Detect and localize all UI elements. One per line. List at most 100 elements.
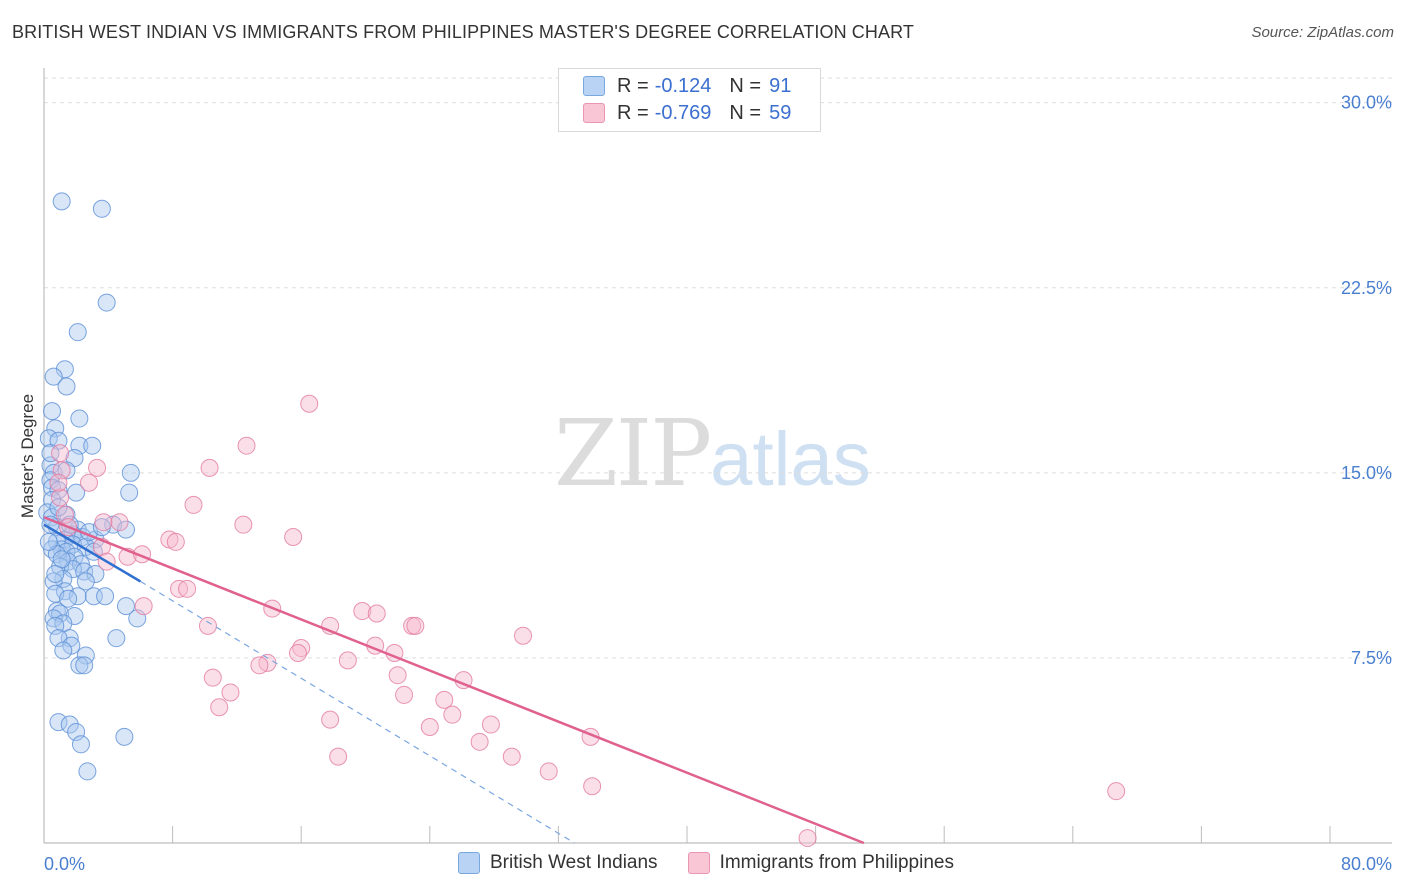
point-british-west-indians [67,483,86,502]
legend-swatch-blue [583,76,605,96]
point-immigrants-philippines [94,513,113,532]
point-immigrants-philippines [221,683,240,702]
x-tick-label: 0.0% [44,854,85,874]
point-british-west-indians [76,572,95,591]
point-immigrants-philippines [292,639,311,658]
grid-lines [44,77,1392,659]
y-axis-title: Master's Degree [18,394,37,518]
correlation-legend: R = -0.124 N = 91 R = -0.769 N = 59 [558,68,821,132]
point-british-west-indians [107,629,126,648]
point-immigrants-philippines [134,597,153,616]
point-immigrants-philippines [321,710,340,729]
legend-r-label: R = [617,74,649,97]
legend-row-british-west-indians: R = -0.124 N = 91 [583,73,791,99]
point-british-west-indians [59,589,78,608]
legend-n-value: 59 [769,101,792,124]
point-immigrants-philippines [798,829,817,848]
point-british-west-indians [121,463,140,482]
point-immigrants-philippines [353,602,372,621]
y-tick-label: 7.5% [1351,648,1392,668]
point-immigrants-philippines [514,626,533,645]
point-immigrants-philippines [443,705,462,724]
point-british-west-indians [39,532,58,551]
x-tick-label: 80.0% [1341,854,1392,874]
trend-lines [43,516,865,845]
point-british-west-indians [52,192,71,211]
point-immigrants-philippines [51,444,70,463]
point-british-west-indians [70,409,89,428]
point-immigrants-philippines [406,616,425,635]
point-immigrants-philippines [1107,782,1126,801]
point-british-west-indians [120,483,139,502]
y-tick-label: 30.0% [1341,93,1392,113]
legend-row-immigrants-philippines: R = -0.769 N = 59 [583,100,791,126]
point-immigrants-philippines [198,616,217,635]
point-immigrants-philippines [395,685,414,704]
point-immigrants-philippines [237,436,256,455]
point-immigrants-philippines [300,394,319,413]
legend-n-label: N = [729,74,762,97]
legend-r-value: -0.769 [654,101,712,124]
point-immigrants-philippines [481,715,500,734]
point-british-west-indians [70,656,89,675]
point-immigrants-philippines [178,579,197,598]
point-immigrants-philippines [539,762,558,781]
series-legend: British West Indians Immigrants from Phi… [458,852,984,874]
axis-labels: 7.5% 15.0% 22.5% 30.0% 0.0% 80.0% Master's Deg… [18,93,1392,874]
watermark-atlas: atlas [710,417,871,502]
point-british-west-indians [41,444,60,463]
point-immigrants-philippines [502,747,521,766]
point-british-west-indians [78,762,97,781]
point-immigrants-philippines [166,532,185,551]
point-immigrants-philippines [49,473,68,492]
point-british-west-indians [60,715,79,734]
y-tick-label: 22.5% [1341,278,1392,298]
legend-n-label: N = [729,101,762,124]
trend-line-blue-dashed [140,580,575,844]
point-immigrants-philippines [200,458,219,477]
legend-swatch-pink [583,103,605,123]
data-points [38,192,1126,848]
point-immigrants-philippines [329,747,348,766]
trend-line-blue [43,523,142,583]
watermark-zip: ZIP [554,400,712,507]
point-british-west-indians [49,713,68,732]
point-immigrants-philippines [88,458,107,477]
point-immigrants-philippines [80,473,99,492]
point-british-west-indians [43,402,62,421]
point-immigrants-philippines [583,777,602,796]
y-tick-label: 15.0% [1341,463,1392,483]
point-british-west-indians [71,735,90,754]
point-british-west-indians [46,565,65,584]
trend-line-pink [43,516,865,845]
point-british-west-indians [57,377,76,396]
point-british-west-indians [115,727,134,746]
source-credit: Source: ZipAtlas.com [1251,24,1394,41]
point-immigrants-philippines [367,604,386,623]
point-immigrants-philippines [420,718,439,737]
point-immigrants-philippines [284,528,303,546]
point-immigrants-philippines [435,690,454,709]
legend-item-british-west-indians: British West Indians [458,852,658,874]
point-british-west-indians [44,367,63,386]
point-british-west-indians [86,565,105,584]
point-british-west-indians [54,641,73,660]
point-immigrants-philippines [210,698,229,717]
point-immigrants-philippines [288,643,307,662]
point-british-west-indians [52,550,71,569]
legend-item-immigrants-philippines: Immigrants from Philippines [687,852,954,874]
point-british-west-indians [116,597,135,616]
point-british-west-indians [97,293,116,312]
point-british-west-indians [116,520,135,539]
point-immigrants-philippines [470,732,489,751]
point-immigrants-philippines [338,651,357,670]
legend-n-value: 91 [769,74,792,97]
point-british-west-indians [65,606,84,625]
point-immigrants-philippines [51,488,70,507]
point-immigrants-philippines [203,668,222,687]
legend-r-label: R = [617,101,649,124]
point-immigrants-philippines [110,513,129,532]
point-british-west-indians [92,199,111,218]
chart-title: BRITISH WEST INDIAN VS IMMIGRANTS FROM P… [12,22,914,42]
